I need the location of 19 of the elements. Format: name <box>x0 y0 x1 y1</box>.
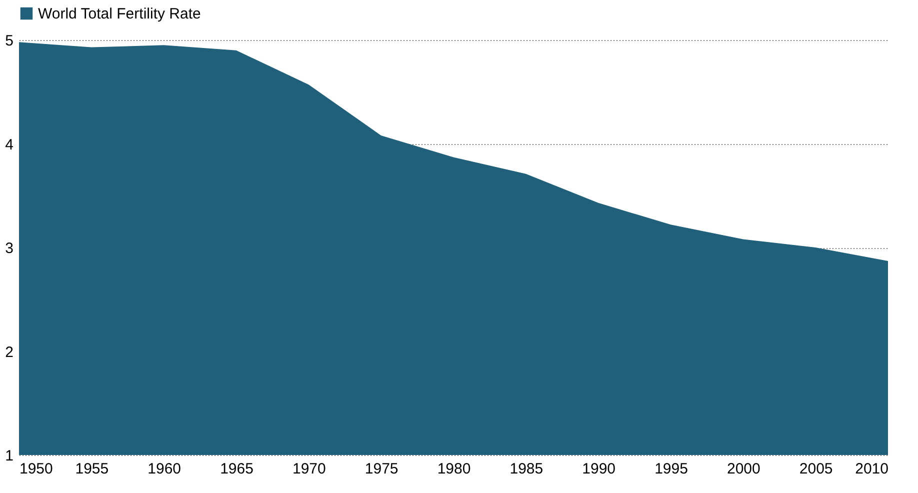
x-tick-label: 2000 <box>726 460 760 478</box>
x-tick-label: 1950 <box>20 460 53 478</box>
x-tick-label: 1955 <box>75 460 109 478</box>
x-tick-label: 1960 <box>148 460 182 478</box>
x-tick-label: 1995 <box>654 460 688 478</box>
x-tick-label: 1990 <box>582 460 616 478</box>
y-tick-label: 5 <box>5 32 14 50</box>
legend-label: World Total Fertility Rate <box>38 6 201 22</box>
y-tick-label: 4 <box>5 136 14 154</box>
x-tick-label: 1970 <box>292 460 326 478</box>
y-tick-label: 1 <box>5 448 14 464</box>
x-tick-label: 1980 <box>437 460 471 478</box>
x-tick-label: 2010 <box>855 460 888 478</box>
x-tick-label: 2005 <box>799 460 833 478</box>
y-tick-label: 3 <box>5 240 14 257</box>
x-tick-label: 1975 <box>364 460 398 478</box>
y-tick-label: 2 <box>5 344 14 361</box>
x-tick-label: 1985 <box>510 460 544 478</box>
x-tick-label: 1965 <box>220 460 254 478</box>
